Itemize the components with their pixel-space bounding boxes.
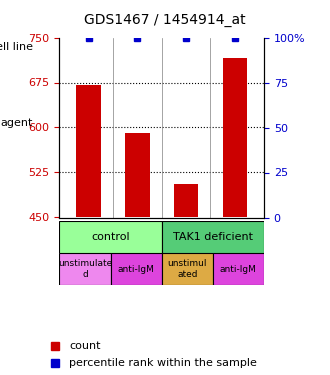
Bar	[223, 58, 247, 217]
Text: TAK1 deficient: TAK1 deficient	[173, 232, 253, 242]
FancyBboxPatch shape	[162, 221, 264, 253]
Text: agent: agent	[0, 118, 33, 128]
Text: GDS1467 / 1454914_at: GDS1467 / 1454914_at	[84, 13, 246, 27]
Bar	[174, 184, 198, 218]
FancyBboxPatch shape	[111, 253, 162, 285]
Text: control: control	[91, 232, 130, 242]
Text: unstimulate
d: unstimulate d	[58, 260, 112, 279]
Text: anti-IgM: anti-IgM	[118, 265, 154, 274]
Text: unstimul
ated: unstimul ated	[168, 260, 207, 279]
FancyBboxPatch shape	[59, 221, 162, 253]
FancyBboxPatch shape	[213, 253, 264, 285]
Bar	[77, 86, 101, 218]
Text: count: count	[69, 341, 101, 351]
Text: cell line: cell line	[0, 42, 33, 52]
FancyBboxPatch shape	[162, 253, 213, 285]
FancyBboxPatch shape	[59, 253, 111, 285]
Bar	[125, 134, 149, 218]
Text: percentile rank within the sample: percentile rank within the sample	[69, 358, 257, 368]
Text: anti-IgM: anti-IgM	[220, 265, 257, 274]
